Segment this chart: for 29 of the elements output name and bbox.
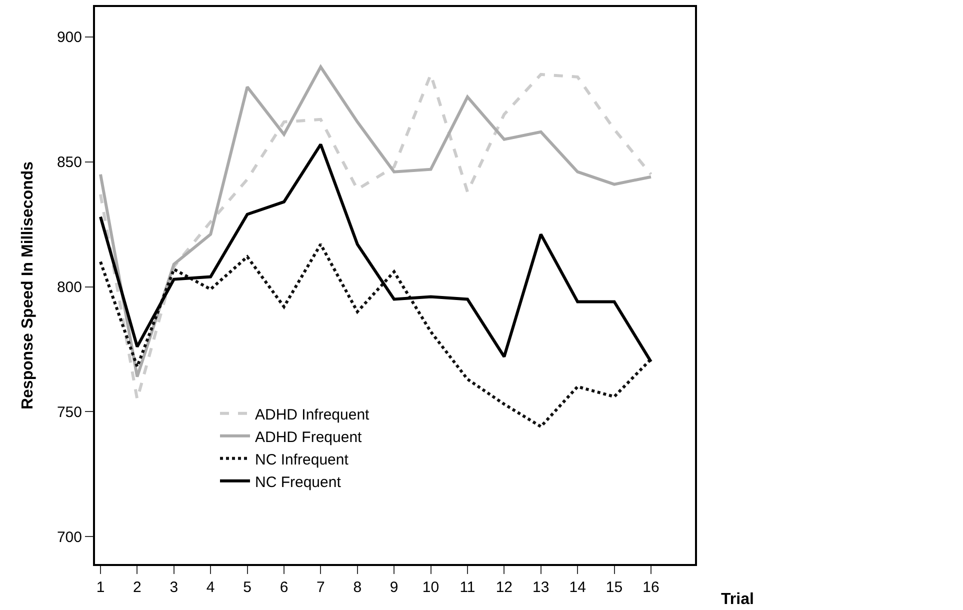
x-tick-label: 7 bbox=[316, 579, 325, 596]
y-tick-label: 750 bbox=[56, 404, 82, 421]
x-tick-label: 14 bbox=[569, 579, 586, 596]
y-tick-label: 850 bbox=[56, 154, 82, 172]
y-axis-title: Response Speed In Milliseconds bbox=[19, 161, 36, 410]
y-tick-label: 900 bbox=[56, 29, 82, 46]
x-tick-label: 2 bbox=[133, 579, 142, 596]
x-tick-label: 9 bbox=[390, 579, 398, 596]
x-tick-label: 4 bbox=[206, 579, 215, 596]
x-tick-label: 6 bbox=[280, 579, 288, 596]
legend-label: NC Infrequent bbox=[255, 451, 350, 468]
x-tick-label: 3 bbox=[170, 579, 178, 596]
legend-label: NC Frequent bbox=[255, 474, 342, 491]
x-tick-label: 11 bbox=[460, 579, 476, 596]
x-tick-label: 1 bbox=[96, 579, 105, 596]
x-tick-label: 13 bbox=[532, 579, 550, 596]
x-tick-label: 10 bbox=[422, 579, 440, 596]
legend-label: ADHD Frequent bbox=[255, 428, 363, 446]
x-tick-label: 12 bbox=[496, 579, 513, 596]
legend-label: ADHD Infrequent bbox=[255, 406, 370, 424]
x-tick-label: 15 bbox=[606, 579, 623, 596]
x-tick-label: 8 bbox=[353, 579, 362, 596]
x-tick-label: 5 bbox=[243, 579, 252, 596]
x-tick-label: 16 bbox=[642, 579, 660, 596]
y-tick-label: 800 bbox=[56, 279, 82, 296]
y-tick-label: 700 bbox=[56, 528, 82, 546]
line-series bbox=[99, 242, 652, 428]
line-series bbox=[99, 142, 652, 364]
x-axis-title: Trial bbox=[721, 591, 754, 608]
